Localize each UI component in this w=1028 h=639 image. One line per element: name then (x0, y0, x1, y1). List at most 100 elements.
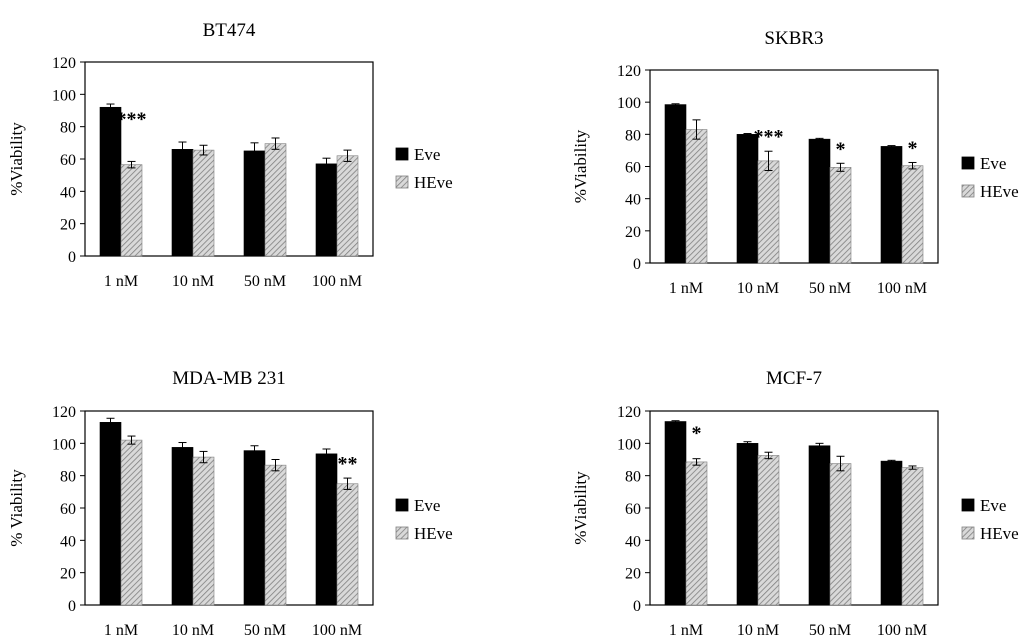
bar-heve (685, 461, 708, 606)
y-tick-label: 100 (52, 436, 76, 453)
x-tick-label: 1 nM (669, 622, 703, 639)
legend-label: Eve (414, 145, 440, 164)
significance-marker: * (836, 138, 846, 160)
bar-heve (192, 456, 215, 606)
bar-heve (120, 164, 143, 257)
error-bar (671, 420, 680, 423)
y-tick-label: 80 (60, 469, 76, 486)
y-tick-label: 0 (633, 598, 641, 615)
error-bar (250, 142, 259, 160)
significance-marker: * (692, 423, 702, 445)
bar-heve (685, 129, 708, 264)
legend-label: Eve (414, 496, 440, 515)
x-tick-label: 1 nM (669, 280, 703, 297)
bar-eve (736, 134, 759, 264)
chart-title: BT474 (203, 20, 256, 41)
legend-label: HEve (414, 173, 453, 192)
chart-1: BT474 %Viability 0 20 40 60 80 100 120 1 nM *** 10 … (7, 20, 453, 290)
bar-heve (120, 439, 143, 606)
y-tick-label: 100 (617, 95, 641, 112)
x-tick-label: 100 nM (877, 280, 927, 297)
legend-label: HEve (414, 524, 453, 543)
bar-heve (757, 455, 780, 606)
error-bar (106, 417, 115, 427)
bar-eve (243, 150, 266, 257)
y-tick-label: 60 (60, 152, 76, 169)
legend-swatch-eve (395, 147, 409, 161)
error-bar (887, 145, 896, 148)
error-bar (343, 477, 352, 490)
bar-heve (901, 467, 924, 606)
error-bar (743, 133, 752, 136)
significance-marker: * (908, 137, 918, 159)
y-tick-label: 100 (52, 87, 76, 104)
legend-label: Eve (980, 496, 1006, 515)
chart-2: SKBR3 %Viability 0 20 40 60 80 100 120 1 nM 10 nM *… (571, 28, 1019, 297)
bar-heve (757, 160, 780, 264)
legend: Eve HEve (961, 154, 1019, 201)
legend-swatch-heve (395, 526, 409, 540)
y-tick-label: 20 (60, 566, 76, 583)
chart-title: MDA-MB 231 (172, 368, 285, 389)
legend-swatch-eve (961, 156, 975, 170)
bar-eve (880, 460, 903, 606)
chart-3: MDA-MB 231 % Viability 0 20 40 60 80 100 120 1 nM… (7, 368, 453, 639)
y-tick-label: 60 (625, 160, 641, 177)
bar-heve (829, 463, 852, 606)
error-bar (743, 441, 752, 446)
y-tick-label: 40 (60, 184, 76, 201)
y-tick-label: 120 (617, 404, 641, 421)
error-bar (836, 455, 845, 472)
y-tick-label: 80 (625, 127, 641, 144)
legend: Eve HEve (395, 145, 453, 192)
bar-eve (808, 138, 831, 264)
error-bar (764, 451, 773, 460)
legend-swatch-heve (961, 184, 975, 198)
significance-marker: *** (754, 126, 784, 148)
legend: Eve HEve (395, 496, 453, 543)
chart-4: MCF-7 %Viability 0 20 40 60 80 100 120 1 nM * 10 nM… (571, 368, 1019, 639)
error-bar (764, 150, 773, 172)
y-tick-label: 120 (52, 55, 76, 72)
bar-eve (315, 453, 338, 606)
error-bar (199, 144, 208, 156)
error-bar (908, 161, 917, 170)
legend-label: Eve (980, 154, 1006, 173)
chart-title: SKBR3 (764, 28, 823, 49)
y-tick-label: 20 (60, 217, 76, 234)
bar-heve (901, 165, 924, 264)
legend-label: HEve (980, 182, 1019, 201)
y-tick-label: 20 (625, 566, 641, 583)
chart-title: MCF-7 (766, 368, 822, 389)
significance-marker: *** (117, 108, 147, 130)
bar-heve (264, 464, 287, 606)
error-bar (271, 137, 280, 150)
legend-label: HEve (980, 524, 1019, 543)
x-tick-label: 50 nM (809, 280, 851, 297)
y-tick-label: 40 (625, 533, 641, 550)
x-tick-label: 50 nM (809, 622, 851, 639)
bar-eve (171, 447, 194, 606)
bar-heve (336, 155, 359, 257)
y-tick-label: 60 (625, 501, 641, 518)
error-bar (250, 445, 259, 456)
bar-heve (192, 149, 215, 257)
y-axis-label: % Viability (7, 469, 26, 547)
error-bar (836, 162, 845, 172)
y-tick-label: 40 (625, 192, 641, 209)
error-bar (815, 137, 824, 141)
y-tick-label: 80 (60, 120, 76, 137)
error-bar (127, 435, 136, 445)
bar-heve (829, 167, 852, 264)
x-tick-label: 10 nM (737, 622, 779, 639)
error-bar (671, 103, 680, 106)
y-tick-label: 40 (60, 533, 76, 550)
bar-eve (243, 450, 266, 606)
significance-marker: ** (338, 453, 358, 475)
error-bar (322, 157, 331, 171)
error-bar (887, 459, 896, 463)
error-bar (127, 160, 136, 169)
x-tick-label: 1 nM (104, 273, 138, 290)
x-tick-label: 10 nM (172, 622, 214, 639)
bar-eve (736, 443, 759, 606)
